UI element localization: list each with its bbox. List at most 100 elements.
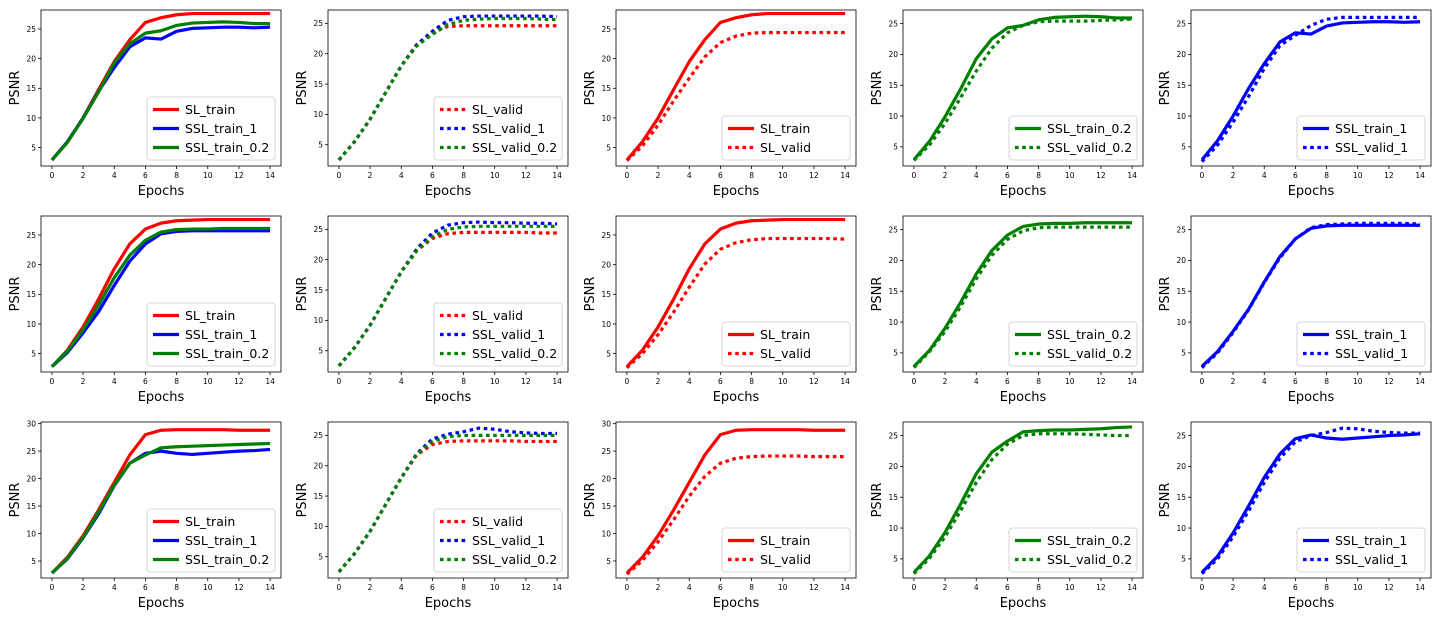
legend: SL_train SSL_train_1 SSL_train_0.2 — [146, 302, 276, 367]
line-chart: 0 2 4 6 8 10 12 14 5 10 15 20 25 Epochs PSNR SSL_train_… — [1158, 215, 1432, 405]
y-tick-label: 25 — [26, 447, 36, 456]
y-tick-label: 20 — [888, 462, 898, 471]
y-tick-label: 5 — [318, 141, 323, 150]
y-axis-label: PSNR — [295, 483, 310, 518]
y-tick-label: 15 — [313, 492, 323, 501]
y-tick-label: 5 — [1181, 555, 1186, 564]
legend-box — [433, 302, 563, 367]
legend-label: SSL_train_1 — [1335, 121, 1407, 136]
y-axis-label: PSNR — [870, 277, 885, 312]
chart-panel: 0 2 4 6 8 10 12 14 5 10 15 20 25 Epochs PSNR SL_valid SS… — [287, 206, 574, 412]
x-tick-label: 4 — [1262, 377, 1267, 386]
legend-label: SL_train — [760, 327, 810, 342]
y-axis-label: PSNR — [870, 483, 885, 518]
legend-label: SSL_valid_1 — [472, 121, 545, 136]
legend-label: SSL_valid_0.2 — [472, 552, 557, 567]
y-axis-label: PSNR — [870, 71, 885, 106]
y-tick-label: 10 — [1176, 318, 1186, 327]
y-tick-label: 30 — [26, 419, 36, 428]
legend-label: SL_valid — [472, 308, 523, 323]
legend-label: SSL_train_0.2 — [185, 140, 269, 155]
line-chart: 0 2 4 6 8 10 12 14 5 10 15 20 25 30 Epochs PSNR SL_train… — [8, 419, 282, 611]
x-tick-label: 8 — [1036, 377, 1041, 386]
x-tick-label: 2 — [81, 377, 86, 386]
chart-panel: 0 2 4 6 8 10 12 14 5 10 15 20 25 Epochs PSNR SL_valid SS… — [287, 412, 574, 618]
legend: SL_train SL_valid — [721, 115, 851, 161]
x-axis-label: Epochs — [138, 596, 185, 611]
x-tick-label: 6 — [143, 583, 148, 592]
y-tick-label: 20 — [888, 256, 898, 265]
x-tick-label: 4 — [112, 583, 117, 592]
series-line-SSL_train_0.2 — [50, 226, 271, 368]
y-tick-label: 15 — [1176, 81, 1186, 90]
legend-label: SSL_train_1 — [185, 533, 257, 548]
legend: SL_valid SSL_valid_1 SSL_valid_0.2 — [433, 96, 563, 161]
y-tick-label: 15 — [313, 80, 323, 89]
x-tick-label: 14 — [552, 171, 562, 180]
y-tick-label: 20 — [26, 54, 36, 63]
x-tick-label: 10 — [1065, 377, 1075, 386]
x-tick-label: 2 — [368, 171, 373, 180]
x-tick-label: 12 — [1096, 171, 1106, 180]
line-chart: 0 2 4 6 8 10 12 14 5 10 15 20 25 Epochs PSNR SSL_train_… — [870, 421, 1144, 611]
x-tick-label: 4 — [687, 171, 692, 180]
legend-box — [433, 96, 563, 161]
legend-label: SL_train — [185, 102, 235, 117]
x-tick-label: 8 — [461, 377, 466, 386]
legend-label: SSL_valid_0.2 — [1047, 552, 1132, 567]
series-line-SSL_valid_1 — [337, 220, 558, 367]
y-tick-label: 10 — [601, 114, 611, 123]
y-tick-label: 25 — [1176, 225, 1186, 234]
line-chart: 0 2 4 6 8 10 12 14 5 10 15 20 25 Epochs PSNR SSL_train_… — [1158, 9, 1432, 199]
series-line-SSL_valid_0.2 — [337, 16, 558, 161]
x-tick-label: 2 — [1231, 377, 1236, 386]
series-line-SL_train — [625, 11, 846, 162]
x-tick-label: 14 — [265, 377, 275, 386]
legend-label: SSL_train_0.2 — [1047, 327, 1131, 342]
line-chart: 0 2 4 6 8 10 12 14 5 10 15 20 25 Epochs PSNR SL_train SS… — [8, 9, 282, 199]
y-tick-label: 20 — [601, 260, 611, 269]
legend-label: SL_valid — [472, 102, 523, 117]
legend-label: SL_valid — [760, 346, 811, 361]
x-tick-label: 4 — [1262, 171, 1267, 180]
x-tick-label: 6 — [1005, 583, 1010, 592]
x-tick-label: 0 — [50, 171, 55, 180]
x-axis-label: Epochs — [1288, 390, 1335, 405]
legend-label: SL_valid — [760, 552, 811, 567]
x-tick-label: 6 — [143, 377, 148, 386]
y-tick-label: 20 — [26, 260, 36, 269]
legend-box — [146, 508, 276, 573]
x-tick-label: 6 — [1005, 171, 1010, 180]
y-axis-label: PSNR — [8, 277, 23, 312]
x-tick-label: 12 — [809, 377, 819, 386]
line-chart: 0 2 4 6 8 10 12 14 5 10 15 20 25 Epochs PSNR SL_train SS… — [8, 215, 282, 405]
x-tick-label: 10 — [1065, 583, 1075, 592]
legend-label: SSL_train_1 — [185, 121, 257, 136]
legend-label: SL_train — [185, 308, 235, 323]
x-tick-label: 0 — [625, 171, 630, 180]
chart-panel: 0 2 4 6 8 10 12 14 5 10 15 20 25 Epochs PSNR SSL_train_… — [862, 412, 1149, 618]
y-tick-label: 10 — [888, 318, 898, 327]
legend: SL_train SSL_train_1 SSL_train_0.2 — [146, 96, 276, 161]
x-tick-label: 12 — [521, 377, 531, 386]
legend-label: SSL_valid_0.2 — [472, 346, 557, 361]
y-tick-label: 20 — [1176, 50, 1186, 59]
line-chart: 0 2 4 6 8 10 12 14 5 10 15 20 25 Epochs PSNR SSL_train_… — [870, 215, 1144, 405]
x-tick-label: 6 — [430, 583, 435, 592]
legend: SSL_train_1 SSL_valid_1 — [1296, 321, 1426, 367]
legend-label: SSL_train_1 — [185, 327, 257, 342]
x-tick-label: 14 — [840, 171, 850, 180]
chart-panel: 0 2 4 6 8 10 12 14 5 10 15 20 25 Epochs PSNR SSL_train_… — [1150, 412, 1437, 618]
x-tick-label: 14 — [1127, 377, 1137, 386]
y-tick-label: 10 — [313, 110, 323, 119]
x-axis-label: Epochs — [1000, 184, 1047, 199]
plot-frame — [327, 215, 569, 373]
series-line-SL_valid — [625, 30, 846, 162]
series-line-SL_valid — [337, 230, 558, 367]
y-tick-label: 10 — [601, 320, 611, 329]
x-tick-label: 12 — [1384, 583, 1394, 592]
y-tick-label: 10 — [1176, 112, 1186, 121]
legend: SL_train SSL_train_1 SSL_train_0.2 — [146, 508, 276, 573]
x-axis-label: Epochs — [138, 390, 185, 405]
